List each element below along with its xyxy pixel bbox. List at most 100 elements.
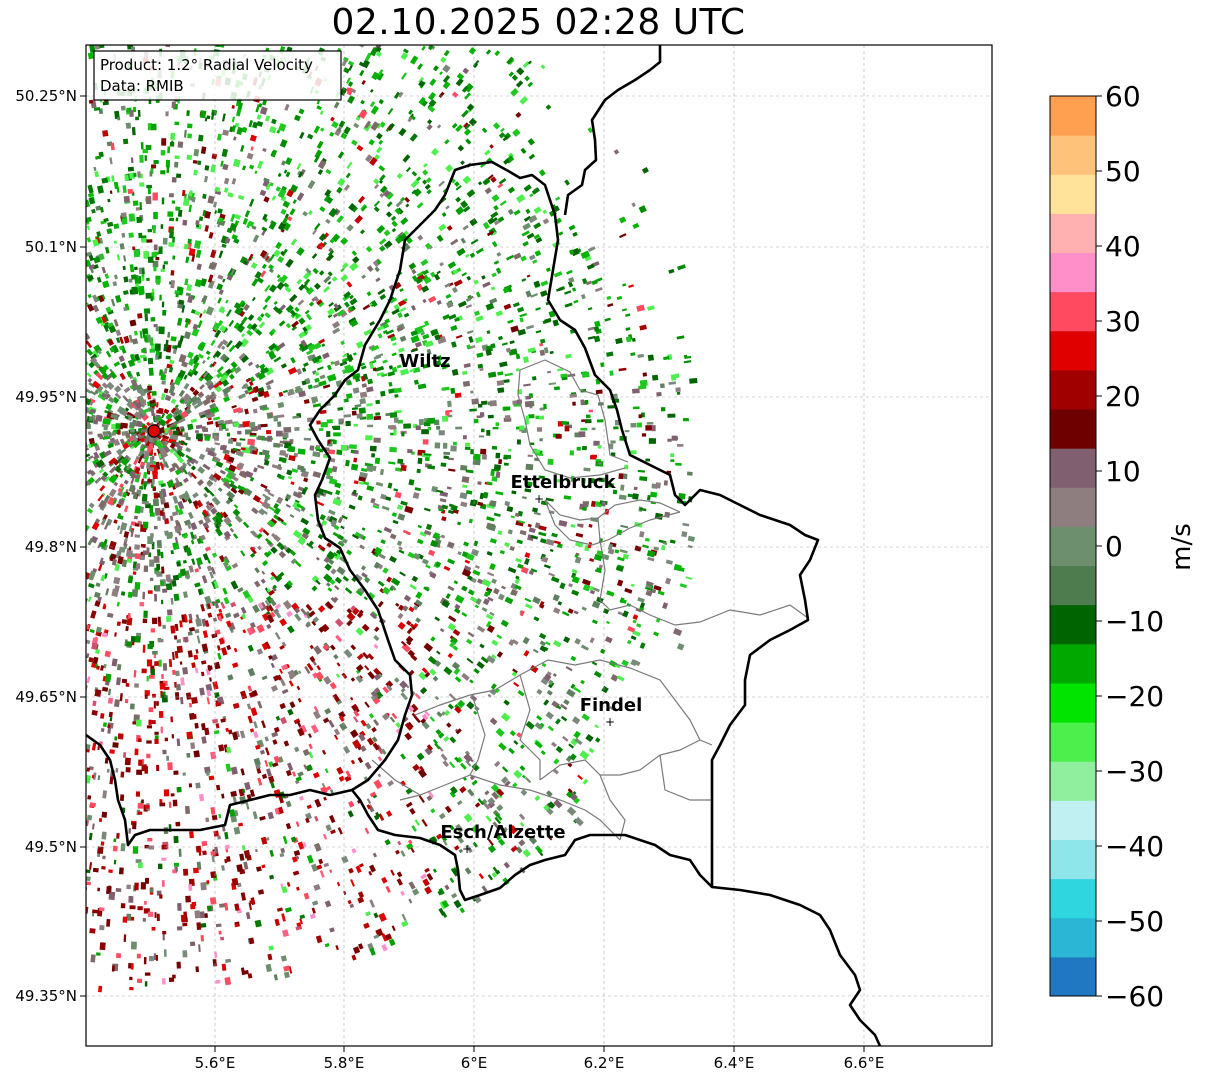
echo-pixel: [497, 216, 505, 223]
echo-pixel: [299, 724, 308, 734]
echo-pixel: [387, 333, 395, 339]
echo-pixel: [257, 424, 262, 430]
echo-pixel: [401, 432, 405, 437]
echo-pixel: [134, 581, 141, 590]
echo-pixel: [216, 283, 224, 291]
echo-pixel: [248, 380, 254, 387]
echo-pixel: [153, 953, 156, 960]
echo-pixel: [225, 476, 232, 482]
echo-pixel: [441, 504, 449, 510]
echo-pixel: [147, 446, 152, 453]
echo-pixel: [97, 887, 101, 892]
echo-pixel: [610, 440, 616, 444]
echo-pixel: [545, 497, 554, 502]
echo-pixel: [495, 310, 503, 317]
echo-pixel: [346, 549, 353, 556]
echo-pixel: [609, 706, 616, 712]
echo-pixel: [152, 617, 158, 625]
echo-pixel: [280, 847, 286, 854]
colorbar-tick-label: −20: [1105, 680, 1164, 713]
echo-pixel: [566, 269, 573, 275]
echo-pixel: [369, 46, 379, 57]
echo-pixel: [221, 148, 228, 158]
echo-pixel: [683, 360, 692, 364]
echo-pixel: [225, 844, 230, 850]
echo-pixel: [146, 753, 151, 759]
echo-pixel: [285, 157, 293, 166]
echo-pixel: [277, 342, 286, 350]
echo-pixel: [221, 793, 225, 799]
echo-pixel: [302, 748, 310, 757]
echo-pixel: [158, 621, 162, 627]
echo-pixel: [89, 928, 96, 934]
echo-pixel: [678, 493, 686, 500]
echo-pixel: [356, 653, 364, 661]
echo-pixel: [258, 527, 265, 533]
echo-pixel: [499, 826, 507, 834]
echo-pixel: [451, 368, 459, 376]
echo-pixel: [424, 671, 431, 678]
echo-pixel: [211, 111, 215, 120]
echo-pixel: [439, 261, 444, 267]
echo-pixel: [185, 547, 193, 557]
echo-pixel: [545, 104, 552, 111]
echo-pixel: [622, 553, 630, 560]
echo-pixel: [358, 109, 368, 119]
echo-pixel: [191, 328, 200, 337]
echo-pixel: [95, 372, 104, 381]
echo-pixel: [243, 487, 253, 497]
echo-pixel: [193, 169, 198, 176]
echo-pixel: [327, 249, 335, 257]
echo-pixel: [180, 677, 185, 686]
echo-pixel: [104, 650, 112, 658]
echo-pixel: [369, 157, 378, 166]
echo-pixel: [587, 326, 595, 331]
echo-pixel: [308, 540, 315, 547]
echo-pixel: [182, 559, 187, 564]
echo-pixel: [300, 608, 307, 616]
echo-pixel: [642, 544, 649, 549]
echo-pixel: [465, 469, 474, 474]
echo-pixel: [120, 212, 127, 218]
echo-pixel: [574, 432, 582, 438]
echo-pixel: [241, 788, 246, 794]
echo-pixel: [375, 412, 381, 416]
echo-pixel: [264, 312, 271, 319]
echo-pixel: [438, 907, 446, 916]
echo-pixel: [97, 563, 103, 572]
echo-pixel: [315, 935, 323, 944]
echo-pixel: [632, 493, 639, 500]
echo-pixel: [312, 672, 319, 679]
echo-pixel: [500, 619, 509, 628]
echo-pixel: [456, 756, 463, 764]
echo-pixel: [189, 386, 196, 393]
echo-pixel: [353, 710, 360, 717]
echo-pixel: [161, 673, 164, 679]
echo-pixel: [123, 505, 129, 513]
echo-pixel: [197, 391, 205, 399]
echo-pixel: [176, 561, 181, 567]
echo-pixel: [503, 379, 510, 384]
echo-pixel: [676, 642, 685, 651]
echo-pixel: [308, 751, 314, 759]
echo-pixel: [346, 77, 351, 85]
echo-pixel: [244, 970, 249, 975]
echo-pixel: [389, 446, 397, 453]
echo-pixel: [90, 535, 99, 544]
echo-pixel: [587, 335, 596, 340]
echo-pixel: [188, 619, 193, 624]
echo-pixel: [247, 644, 254, 652]
echo-pixel: [319, 870, 325, 878]
echo-pixel: [543, 564, 551, 569]
echo-pixel: [223, 453, 230, 461]
echo-pixel: [381, 373, 388, 378]
echo-pixel: [266, 384, 272, 391]
echo-pixel: [421, 819, 428, 827]
echo-pixel: [411, 712, 418, 719]
echo-pixel: [294, 306, 300, 313]
echo-pixel: [324, 563, 332, 571]
echo-pixel: [205, 394, 212, 402]
echo-pixel: [255, 104, 261, 113]
echo-pixel: [504, 500, 510, 506]
echo-pixel: [264, 600, 271, 607]
